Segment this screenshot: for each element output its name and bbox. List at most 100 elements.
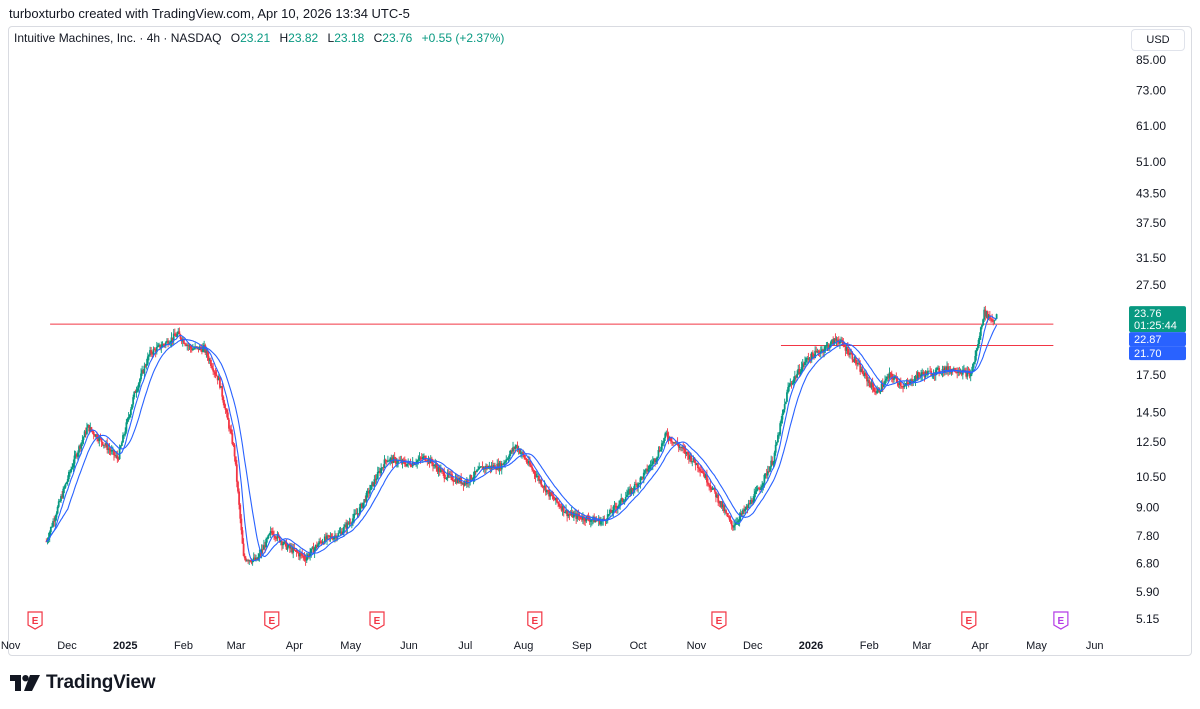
- candle-body: [888, 372, 891, 378]
- candle-body: [111, 450, 114, 451]
- candle-body: [995, 314, 998, 319]
- earnings-marker[interactable]: E: [27, 611, 43, 630]
- candle-body: [252, 557, 255, 560]
- candle-body: [624, 497, 627, 501]
- candle-body: [380, 468, 383, 474]
- candle-body: [600, 521, 602, 525]
- candle-body: [730, 521, 733, 526]
- candle-body: [421, 456, 424, 460]
- y-tick-label: 5.15: [1136, 612, 1160, 626]
- candle-body: [917, 372, 920, 375]
- candle-body: [462, 482, 465, 486]
- earnings-marker[interactable]: E: [369, 611, 385, 630]
- candle-body: [134, 391, 137, 393]
- candle-body: [63, 487, 66, 489]
- candle-body: [557, 502, 560, 504]
- candle-body: [758, 489, 761, 490]
- candle-body: [923, 374, 926, 378]
- candle-body: [632, 489, 635, 491]
- y-tick-label: 12.50: [1136, 435, 1166, 449]
- currency-button[interactable]: USD: [1131, 29, 1185, 51]
- earnings-marker[interactable]: E: [527, 611, 543, 630]
- candle-body: [161, 344, 164, 347]
- candle-body: [639, 477, 642, 484]
- candle-body: [824, 346, 827, 350]
- candle-body: [884, 380, 886, 385]
- candle-body: [906, 382, 909, 384]
- y-tick-label: 51.00: [1136, 155, 1166, 169]
- ma-slow-line: [45, 324, 998, 558]
- candle-body: [538, 476, 540, 481]
- candle-body: [405, 464, 407, 466]
- candle-body: [976, 348, 979, 351]
- candle-body: [790, 383, 793, 385]
- candle-body: [355, 513, 358, 515]
- candle-body: [545, 489, 548, 493]
- candle-body: [607, 514, 610, 515]
- candle-body: [381, 467, 384, 469]
- candle-body: [765, 473, 768, 476]
- candle-body: [805, 358, 808, 362]
- candle-body: [742, 509, 744, 514]
- candle-body: [374, 479, 377, 481]
- candle-body: [158, 344, 160, 346]
- candle-body: [53, 520, 56, 522]
- candle-body: [49, 526, 52, 533]
- candle-body: [526, 461, 529, 464]
- earnings-marker[interactable]: E: [961, 611, 977, 630]
- candle-body: [99, 437, 102, 439]
- candle-body: [622, 501, 625, 502]
- symbol-title[interactable]: Intuitive Machines, Inc. · 4h · NASDAQ: [14, 31, 222, 45]
- candle-body: [744, 508, 747, 512]
- candle-body: [206, 350, 209, 357]
- candle-body: [210, 360, 212, 366]
- candle-body: [150, 350, 153, 354]
- candle-body: [265, 538, 268, 548]
- candle-body: [438, 467, 441, 473]
- candle-body: [237, 481, 239, 492]
- candle-body: [623, 500, 626, 502]
- earnings-badge-shape: [711, 611, 727, 630]
- candle-body: [716, 494, 718, 498]
- candle-body: [96, 434, 98, 440]
- candle-body: [247, 560, 250, 562]
- earnings-marker[interactable]: E: [711, 611, 727, 630]
- candle-body: [786, 392, 788, 402]
- chart-frame[interactable]: [8, 26, 1192, 656]
- candle-body: [647, 469, 650, 472]
- candle-body: [788, 385, 791, 388]
- candle-body: [357, 513, 360, 515]
- candle-body: [902, 386, 904, 388]
- candle-body: [992, 320, 995, 322]
- candle-body: [762, 482, 765, 486]
- candle-body: [795, 376, 797, 378]
- candle-body: [308, 554, 310, 557]
- candle-body: [304, 558, 307, 561]
- candle-body: [463, 482, 466, 486]
- candle-body: [189, 345, 192, 349]
- candle-body: [215, 374, 218, 376]
- candle-body: [963, 369, 965, 371]
- candle-body: [82, 437, 85, 440]
- candle-body: [208, 360, 211, 361]
- earnings-marker[interactable]: E: [264, 611, 280, 630]
- earnings-marker[interactable]: E: [1053, 611, 1069, 630]
- candle-body: [517, 449, 520, 451]
- candle-body: [58, 501, 61, 502]
- candle-body: [464, 482, 467, 485]
- candle-body: [721, 504, 724, 508]
- candle-body: [525, 459, 528, 462]
- candle-body: [48, 532, 51, 538]
- candle-body: [471, 478, 474, 480]
- candle-body: [92, 431, 95, 435]
- candle-body: [907, 383, 910, 384]
- candle-body: [657, 450, 660, 457]
- candle-body: [145, 363, 148, 366]
- tradingview-logo[interactable]: TradingView: [10, 672, 156, 694]
- candle-body: [128, 414, 131, 417]
- candle-body: [689, 455, 691, 460]
- y-tick-label: 6.80: [1136, 557, 1160, 571]
- candle-body: [684, 449, 687, 454]
